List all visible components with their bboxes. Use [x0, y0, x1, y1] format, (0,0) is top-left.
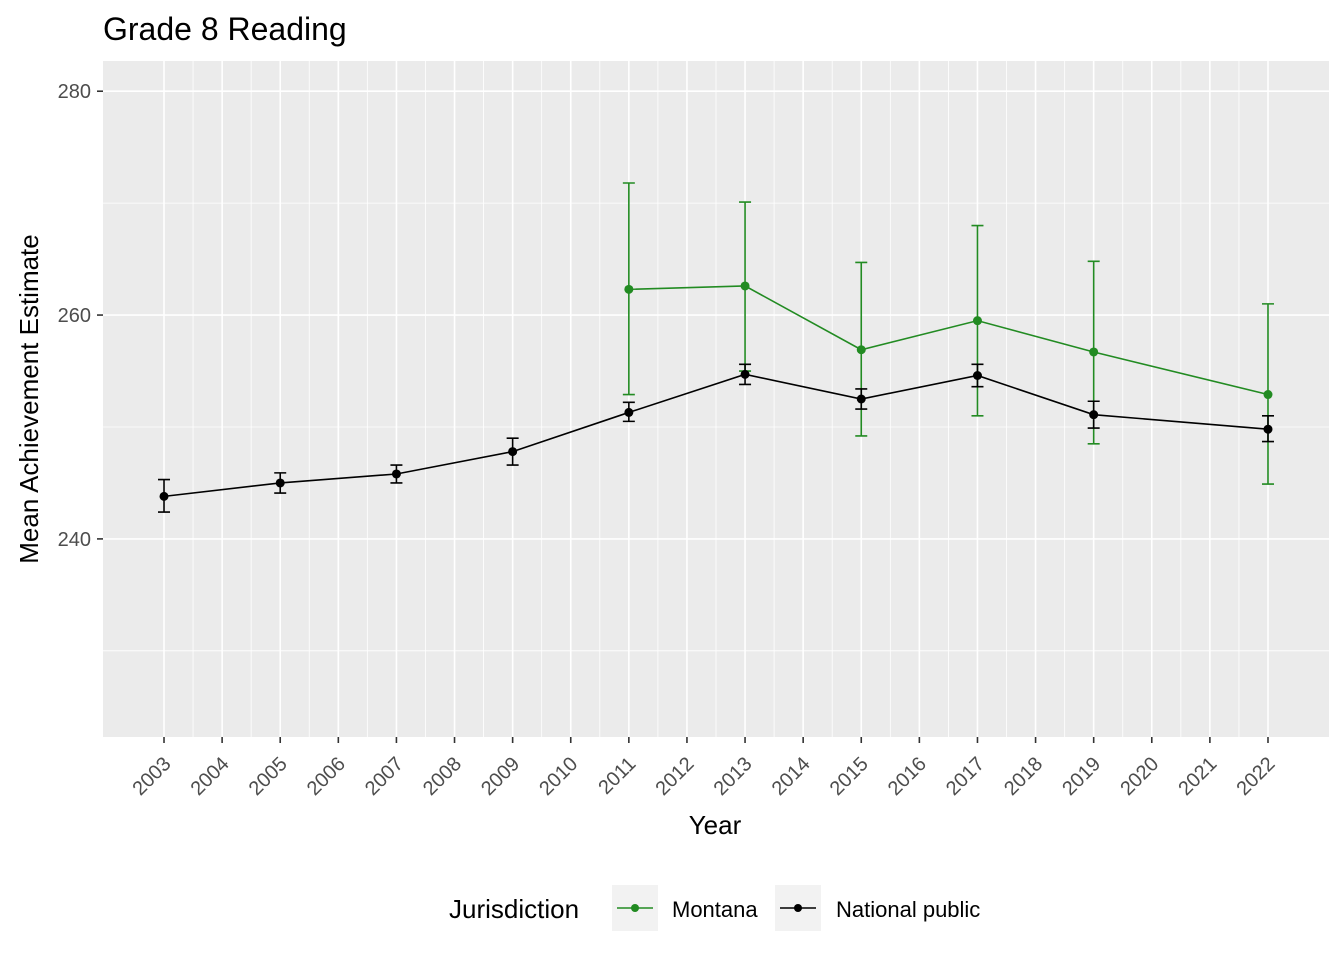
- chart-title: Grade 8 Reading: [103, 11, 347, 47]
- x-tick-label: 2010: [535, 753, 582, 800]
- legend-point-montana: [631, 904, 639, 912]
- x-tick-label: 2016: [884, 753, 931, 800]
- data-point-national-public-2013: [740, 369, 750, 379]
- y-tick-label: 240: [58, 529, 91, 551]
- legend-label-montana: Montana: [672, 897, 758, 922]
- data-point-national-public-2022: [1263, 424, 1273, 434]
- x-tick-label: 2017: [942, 753, 989, 800]
- x-tick-label: 2011: [594, 753, 640, 799]
- data-point-national-public-2019: [1089, 410, 1099, 420]
- data-point-national-public-2007: [391, 469, 401, 479]
- data-point-montana-2019: [1089, 347, 1099, 357]
- x-tick-label: 2020: [1116, 753, 1163, 800]
- legend-title: Jurisdiction: [449, 894, 579, 924]
- series-layer: [158, 182, 1274, 513]
- x-tick-label: 2008: [419, 753, 466, 800]
- data-point-montana-2013: [740, 281, 750, 291]
- x-tick-label: 2021: [1174, 753, 1221, 800]
- y-tick-label: 280: [58, 81, 91, 103]
- legend: Jurisdiction Montana National public: [449, 885, 980, 931]
- y-axis-title: Mean Achievement Estimate: [14, 234, 44, 564]
- x-tick-label: 2004: [187, 753, 234, 800]
- data-point-national-public-2015: [856, 394, 866, 404]
- data-point-national-public-2005: [275, 478, 285, 488]
- data-point-montana-2022: [1263, 390, 1273, 400]
- legend-point-national-public: [794, 904, 802, 912]
- series-line-montana: [628, 285, 1269, 396]
- x-tick-label: 2007: [361, 753, 408, 800]
- data-point-montana-2017: [972, 316, 982, 326]
- series-national-public: [158, 363, 1274, 513]
- x-tick-label: 2022: [1233, 753, 1280, 800]
- x-tick-label: 2006: [303, 753, 350, 800]
- data-point-national-public-2017: [972, 370, 982, 380]
- x-tick-label: 2019: [1058, 753, 1105, 800]
- series-line-national-public: [163, 373, 1269, 498]
- data-point-national-public-2009: [508, 447, 518, 457]
- x-axis-title: Year: [689, 810, 742, 840]
- data-point-national-public-2003: [159, 491, 169, 501]
- x-tick-label: 2003: [129, 753, 176, 800]
- data-point-montana-2011: [624, 284, 634, 294]
- legend-item-montana: Montana: [612, 885, 758, 931]
- data-point-montana-2015: [856, 345, 866, 355]
- x-tick-label: 2009: [477, 753, 524, 800]
- x-tick-label: 2012: [651, 753, 698, 800]
- legend-label-national-public: National public: [836, 897, 980, 922]
- x-tick-label: 2005: [245, 753, 292, 800]
- legend-item-national-public: National public: [775, 885, 980, 931]
- x-tick-label: 2013: [710, 753, 757, 800]
- x-tick-label: 2014: [768, 753, 815, 800]
- grid: [103, 61, 1329, 737]
- data-point-national-public-2011: [624, 407, 634, 417]
- x-tick-label: 2018: [1000, 753, 1047, 800]
- y-tick-label: 260: [58, 305, 91, 327]
- x-tick-label: 2015: [826, 753, 873, 800]
